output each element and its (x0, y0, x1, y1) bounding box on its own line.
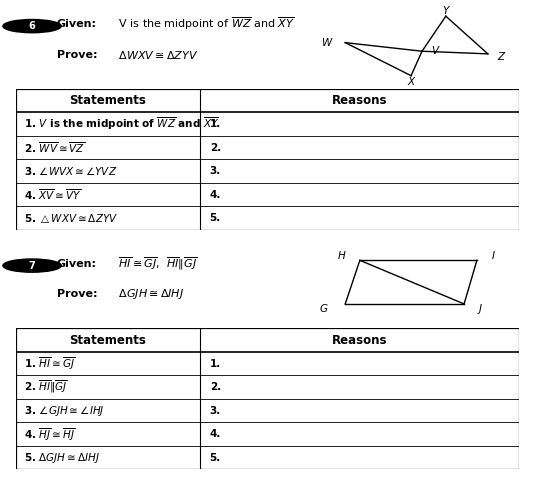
Text: Prove:: Prove: (57, 49, 97, 59)
Text: G: G (319, 304, 327, 314)
Text: Statements: Statements (70, 334, 146, 347)
Text: Statements: Statements (70, 94, 146, 107)
Text: 5. $\triangle WXV \cong \Delta ZYV$: 5. $\triangle WXV \cong \Delta ZYV$ (24, 212, 118, 225)
Text: J: J (479, 304, 482, 314)
Text: $\Delta WXV \cong \Delta ZYV$: $\Delta WXV \cong \Delta ZYV$ (115, 48, 198, 60)
Text: 3.: 3. (210, 406, 221, 416)
Text: Given:: Given: (57, 259, 97, 269)
Text: 6: 6 (29, 21, 35, 31)
Text: Y: Y (442, 6, 449, 16)
Text: 4. $\overline{XV} \cong \overline{VY}$: 4. $\overline{XV} \cong \overline{VY}$ (24, 187, 81, 202)
Text: Given:: Given: (57, 19, 97, 29)
Text: 3.: 3. (210, 166, 221, 176)
Circle shape (3, 259, 62, 272)
Text: 2.: 2. (210, 382, 221, 392)
Text: 4. $\overline{HJ} \cong \overline{HJ}$: 4. $\overline{HJ} \cong \overline{HJ}$ (24, 426, 75, 443)
Text: Prove:: Prove: (57, 289, 97, 299)
Text: I: I (492, 251, 495, 262)
Text: 1.: 1. (210, 359, 221, 369)
Text: 2.: 2. (210, 143, 221, 153)
Text: Z: Z (497, 52, 504, 61)
Text: 7: 7 (29, 261, 35, 271)
Text: $\overline{HI} \cong \overline{GJ}$,  $\overline{HI}\|\overline{GJ}$: $\overline{HI} \cong \overline{GJ}$, $\o… (115, 255, 198, 272)
Text: 2. $\overline{WV} \cong \overline{VZ}$: 2. $\overline{WV} \cong \overline{VZ}$ (24, 140, 85, 155)
Text: 2. $\overline{HI}\|\overline{GJ}$: 2. $\overline{HI}\|\overline{GJ}$ (24, 379, 67, 396)
Text: 1.: 1. (210, 119, 221, 129)
Text: 4.: 4. (210, 190, 221, 200)
Text: 5.: 5. (210, 453, 221, 463)
Text: 1. $V$ is the midpoint of $\overline{WZ}$ and $\overline{XY}$: 1. $V$ is the midpoint of $\overline{WZ}… (24, 116, 219, 133)
Text: V is the midpoint of $\overline{WZ}$ and $\overline{XY}$: V is the midpoint of $\overline{WZ}$ and… (115, 16, 295, 33)
Text: W: W (322, 38, 332, 47)
Text: Reasons: Reasons (332, 334, 387, 347)
Text: 1. $\overline{HI} \cong \overline{GJ}$: 1. $\overline{HI} \cong \overline{GJ}$ (24, 355, 75, 372)
Text: Reasons: Reasons (332, 94, 387, 107)
Text: 5. $\Delta GJH \cong \Delta IHJ$: 5. $\Delta GJH \cong \Delta IHJ$ (24, 451, 100, 465)
Text: 3. $\angle WVX \cong \angle YVZ$: 3. $\angle WVX \cong \angle YVZ$ (24, 165, 117, 177)
Text: X: X (408, 77, 415, 87)
Text: 3. $\angle GJH \cong \angle IHJ$: 3. $\angle GJH \cong \angle IHJ$ (24, 404, 104, 418)
Circle shape (3, 20, 62, 33)
Text: 5.: 5. (210, 213, 221, 223)
Text: V: V (431, 46, 438, 56)
Text: H: H (338, 251, 346, 262)
Text: $\Delta GJH \cong \Delta IHJ$: $\Delta GJH \cong \Delta IHJ$ (115, 287, 185, 301)
Text: 4.: 4. (210, 429, 221, 439)
